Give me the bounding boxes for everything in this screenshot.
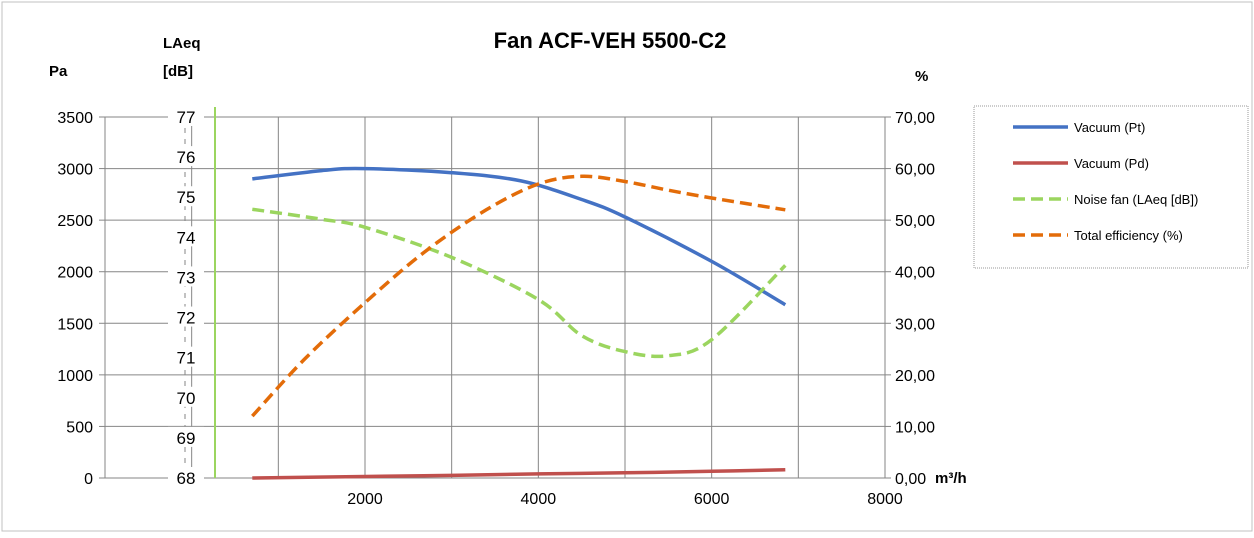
pa-tick-label: 2000 [57, 265, 93, 282]
x-axis-unit: m³/h [935, 470, 967, 487]
laeq-tick-bg [168, 186, 204, 207]
percent-tick-label: 10,00 [895, 419, 935, 436]
series-line-1 [252, 467, 786, 480]
series-line-0 [252, 166, 787, 307]
laeq-tick-label: 74 [177, 228, 196, 247]
laeq-tick-bg [168, 467, 204, 487]
x-tick-label: 4000 [521, 491, 557, 508]
pa-tick-label: 3000 [57, 162, 93, 179]
legend-label-1: Vacuum (Pd) [1074, 156, 1149, 171]
laeq-tick-label: 75 [177, 188, 196, 207]
series-line-2 [252, 207, 787, 359]
laeq-tick-label: 70 [177, 389, 196, 408]
series [251, 166, 787, 480]
percent-tick-label: 50,00 [895, 213, 935, 230]
x-tick-label: 6000 [694, 491, 730, 508]
laeq-tick-bg [168, 346, 204, 367]
legend-label-0: Vacuum (Pt) [1074, 120, 1145, 135]
percent-tick-label: 30,00 [895, 316, 935, 333]
percent-tick-label: 60,00 [895, 162, 935, 179]
pa-tick-label: 500 [66, 419, 93, 436]
percent-tick-label: 0,00 [895, 471, 926, 488]
laeq-axis-label-line1: LAeq [163, 35, 201, 52]
laeq-tick-bg [168, 226, 204, 247]
axes: 0 500 1000 1500 2000 2500 3000 3500 68 69 70 71 72 73… [57, 106, 935, 508]
laeq-tick-bg [168, 106, 204, 126]
pa-tick-label: 3500 [57, 110, 93, 127]
laeq-tick-label: 76 [177, 148, 196, 167]
pa-tick-label: 0 [84, 471, 93, 488]
laeq-tick-bg [168, 146, 204, 167]
percent-tick-label: 40,00 [895, 265, 935, 282]
percent-tick-label: 20,00 [895, 368, 935, 385]
legend: Vacuum (Pt) Vacuum (Pd) Noise fan (LAeq [d… [973, 105, 1249, 269]
laeq-tick-bg [168, 386, 204, 407]
laeq-tick-bg [168, 426, 204, 447]
laeq-axis-label-line2: [dB] [163, 63, 193, 80]
legend-label-2: Noise fan (LAeq [dB]) [1074, 192, 1198, 207]
laeq-tick-label: 71 [177, 349, 196, 368]
percent-tick-label: 70,00 [895, 110, 935, 127]
pa-axis-label: Pa [49, 63, 68, 80]
laeq-tick-bg [168, 266, 204, 287]
x-tick-label: 8000 [867, 491, 903, 508]
chart-title: Fan ACF-VEH 5500-C2 [494, 28, 727, 53]
pa-tick-label: 1500 [57, 316, 93, 333]
laeq-tick-label: 68 [177, 469, 196, 488]
pa-tick-label: 1000 [57, 368, 93, 385]
laeq-tick-label: 77 [177, 108, 196, 127]
series-line-3 [251, 174, 786, 418]
grid [104, 116, 886, 479]
legend-label-3: Total efficiency (%) [1074, 228, 1183, 243]
laeq-tick-label: 73 [177, 268, 196, 287]
laeq-tick-label: 69 [177, 429, 196, 448]
legend-box [973, 105, 1249, 269]
laeq-tick-label: 72 [177, 309, 196, 328]
laeq-tick-bg [168, 306, 204, 327]
pa-tick-label: 2500 [57, 213, 93, 230]
x-tick-label: 2000 [347, 491, 383, 508]
percent-axis-label: % [915, 68, 928, 85]
